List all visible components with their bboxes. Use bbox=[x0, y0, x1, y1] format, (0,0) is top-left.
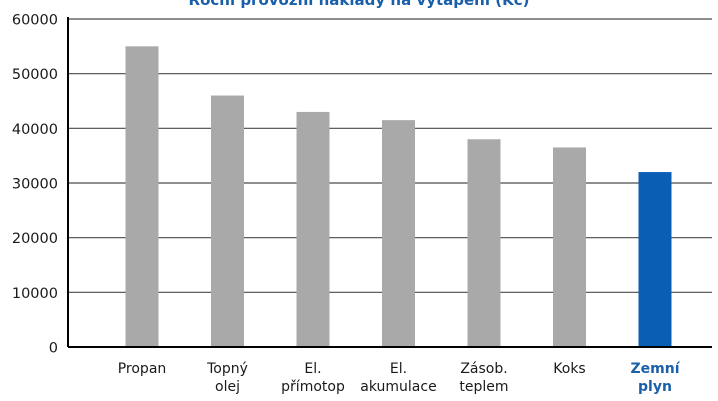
x-tick-labels: Propan Topný olej El. přímotop El. akumulace Zá… bbox=[118, 361, 681, 395]
y-tick-label: 30000 bbox=[12, 177, 58, 193]
y-tick-label: 60000 bbox=[12, 13, 58, 29]
bar bbox=[553, 147, 586, 347]
bars bbox=[125, 46, 672, 348]
chart-title: Roční provozní náklady na vytápění (Kč) bbox=[0, 0, 718, 8]
y-tick-label: 10000 bbox=[12, 286, 58, 302]
x-tick-label: Koks bbox=[553, 361, 585, 377]
y-tick-label: 40000 bbox=[12, 122, 58, 138]
x-tick-label: El. akumulace bbox=[360, 361, 436, 395]
bar bbox=[125, 46, 159, 347]
y-tick-label: 20000 bbox=[12, 231, 58, 247]
y-tick-label: 50000 bbox=[12, 67, 58, 83]
x-tick-label: Propan bbox=[118, 361, 167, 377]
bar bbox=[211, 95, 244, 348]
grid-lines bbox=[68, 18, 712, 293]
x-tick-label: Topný olej bbox=[206, 361, 248, 395]
bar bbox=[467, 139, 501, 347]
bar bbox=[638, 172, 672, 347]
bar bbox=[296, 111, 330, 347]
x-tick-label: Zemní plyn bbox=[631, 361, 681, 395]
y-tick-label: 0 bbox=[49, 341, 58, 357]
bar bbox=[382, 120, 415, 347]
axes bbox=[67, 17, 712, 348]
x-tick-label: El. přímotop bbox=[281, 361, 345, 395]
x-tick-label: Zásob. teplem bbox=[459, 361, 508, 395]
chart-title-clip: Roční provozní náklady na vytápění (Kč) bbox=[0, 0, 718, 8]
y-tick-labels: 0 10000 20000 30000 40000 50000 60000 bbox=[12, 13, 58, 357]
